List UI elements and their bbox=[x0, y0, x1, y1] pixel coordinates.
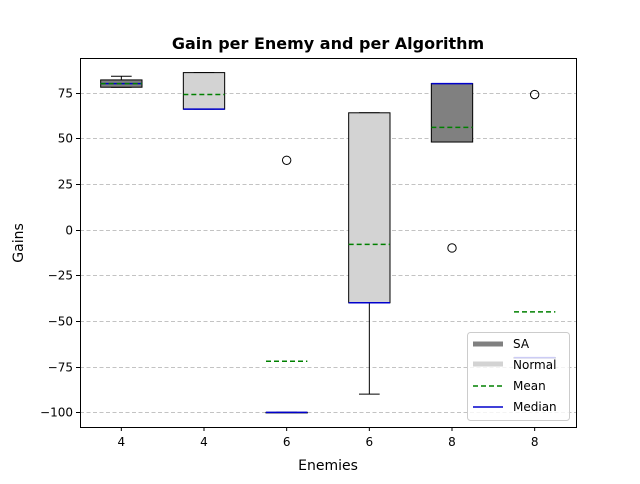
y-tick-label: 75 bbox=[58, 87, 73, 101]
outlier-point bbox=[281, 155, 292, 165]
legend-label-normal: Normal bbox=[513, 358, 556, 372]
outlier-point bbox=[529, 89, 540, 100]
box-sa-enemy-8 bbox=[430, 82, 474, 253]
legend-label-mean: Mean bbox=[513, 379, 546, 393]
box-sa-enemy-4 bbox=[100, 75, 143, 88]
legend-frame bbox=[467, 332, 570, 421]
y-tick-label: −100 bbox=[40, 406, 73, 420]
box-body bbox=[182, 72, 226, 110]
y-tick-label: −50 bbox=[48, 315, 73, 329]
boxes bbox=[100, 72, 556, 414]
outlier-point bbox=[447, 243, 457, 253]
y-tick-label: 0 bbox=[65, 224, 73, 238]
chart-title: Gain per Enemy and per Algorithm bbox=[172, 34, 484, 53]
x-tick-label: 4 bbox=[200, 435, 208, 449]
x-tick-label: 6 bbox=[366, 435, 374, 449]
y-tick-label: 50 bbox=[58, 132, 73, 146]
x-axis-ticks: 4 4 6 6 8 8 bbox=[118, 427, 539, 449]
box-body bbox=[348, 112, 391, 304]
box-sa-enemy-6 bbox=[265, 155, 308, 414]
plot-area-frame bbox=[80, 58, 577, 428]
y-tick-label: −75 bbox=[48, 361, 73, 375]
legend-label-sa: SA bbox=[513, 337, 530, 351]
x-tick-label: 6 bbox=[283, 435, 291, 449]
y-tick-label: 25 bbox=[58, 178, 73, 192]
x-tick-label: 8 bbox=[531, 435, 539, 449]
box-normal-enemy-4 bbox=[182, 72, 226, 110]
y-tick-label: −25 bbox=[48, 269, 73, 283]
box-normal-enemy-6 bbox=[348, 112, 391, 395]
x-tick-label: 8 bbox=[448, 435, 456, 449]
box-normal-enemy-8 bbox=[513, 89, 556, 359]
box-body bbox=[430, 83, 474, 143]
legend-label-median: Median bbox=[513, 400, 557, 414]
x-tick-label: 4 bbox=[118, 435, 126, 449]
legend: SA Normal Mean Median bbox=[467, 332, 570, 421]
y-axis-ticks: −100 −75 −50 −25 0 25 50 75 bbox=[40, 87, 80, 420]
x-axis-label: Enemies bbox=[298, 458, 358, 474]
y-axis-label: Gains bbox=[11, 223, 27, 262]
